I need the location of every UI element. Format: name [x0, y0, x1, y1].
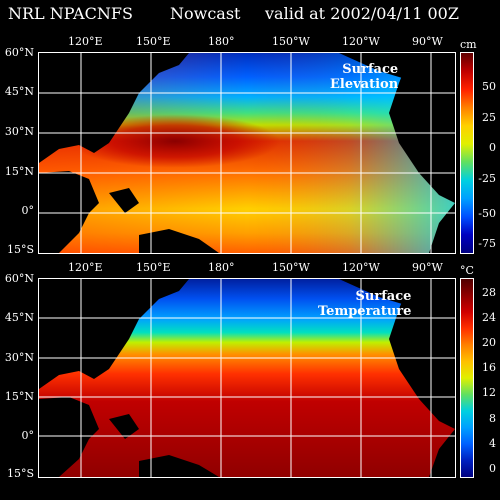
temp-tick: 0 [489, 462, 496, 475]
top-lat-label: 15°N [4, 165, 34, 178]
bottom-lon-label: 120°E [68, 261, 103, 274]
forecast-mode: Nowcast [170, 4, 241, 23]
bottom-lon-label: 150°E [136, 261, 171, 274]
temp-tick: 16 [482, 361, 496, 374]
top-lat-label: 45°N [4, 85, 34, 98]
top-title-line2: Elevation [330, 77, 399, 92]
elev-tick: -50 [478, 207, 496, 220]
top-panel-title: Surface Elevation [330, 62, 398, 92]
top-lat-label: 30°N [4, 125, 34, 138]
top-lon-label: 120°W [342, 35, 380, 48]
top-lat-label: 15°S [6, 243, 34, 256]
bottom-lon-label: 150°W [272, 261, 310, 274]
temperature-map [38, 278, 456, 478]
bottom-title-line1: Surface [355, 289, 412, 304]
top-lon-label: 150°E [136, 35, 171, 48]
top-lat-label: 60°N [4, 46, 34, 59]
bottom-lat-label: 15°N [4, 390, 34, 403]
bottom-title-line2: Temperature [318, 304, 412, 319]
top-lat-label: 0° [21, 204, 35, 217]
temp-tick: 28 [482, 286, 496, 299]
bottom-lat-label: 30°N [4, 351, 34, 364]
elevation-unit: cm [460, 38, 477, 51]
top-lon-label: 150°W [272, 35, 310, 48]
temp-tick: 24 [482, 311, 496, 324]
temperature-colorbar [460, 278, 474, 478]
bottom-lon-label: 180° [208, 261, 235, 274]
valid-time: valid at 2002/04/11 00Z [265, 4, 459, 23]
top-lon-label: 120°E [68, 35, 103, 48]
bottom-lat-label: 15°S [6, 467, 34, 480]
model-name: NRL NPACNFS [8, 4, 133, 23]
elev-tick: -25 [478, 172, 496, 185]
bottom-lat-label: 60°N [4, 272, 34, 285]
top-lon-label: 90°W [412, 35, 443, 48]
bottom-lon-label: 120°W [342, 261, 380, 274]
elevation-map [38, 52, 456, 254]
bottom-lon-label: 90°W [412, 261, 443, 274]
elev-tick: 0 [489, 141, 496, 154]
bottom-panel-title: Surface Temperature [318, 289, 411, 319]
elevation-colorbar [460, 52, 474, 254]
temperature-unit: °C [460, 264, 474, 277]
top-lon-label: 180° [208, 35, 235, 48]
elev-tick: -75 [478, 237, 496, 250]
bottom-lat-label: 45°N [4, 311, 34, 324]
elev-tick: 50 [482, 80, 496, 93]
temp-tick: 4 [489, 437, 496, 450]
top-title-line1: Surface [342, 62, 399, 77]
temp-tick: 20 [482, 336, 496, 349]
bottom-lat-label: 0° [21, 429, 35, 442]
temp-tick: 12 [482, 386, 496, 399]
elev-tick: 25 [482, 111, 496, 124]
temp-tick: 8 [489, 412, 496, 425]
